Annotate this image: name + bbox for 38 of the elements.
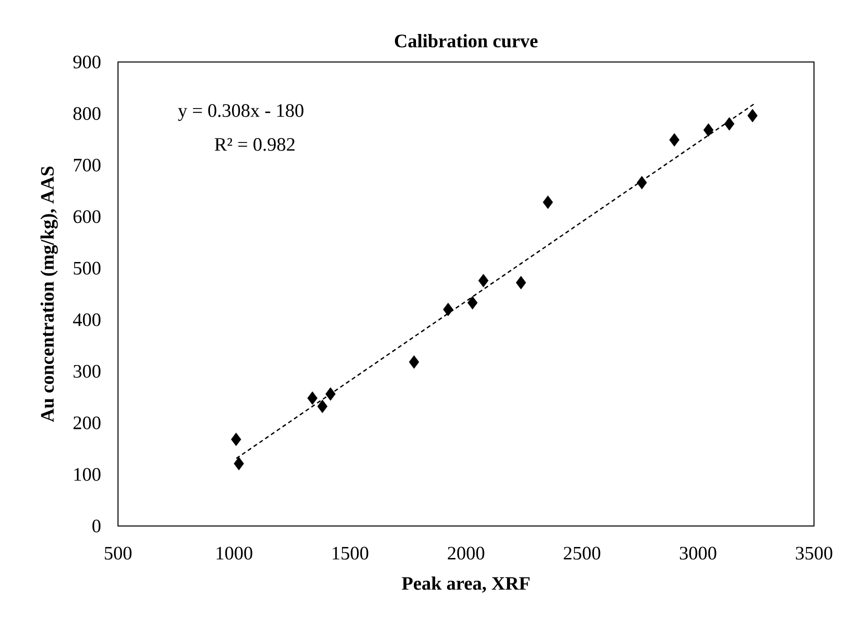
y-tick-label: 100: [74, 468, 100, 481]
y-tick-label: 700: [74, 158, 100, 172]
y-tick-label: 400: [73, 313, 100, 326]
y-tick-label: 800: [73, 107, 100, 120]
point: [467, 296, 478, 310]
x-tick-label: 1000: [216, 546, 252, 560]
point: [724, 117, 734, 131]
point: [636, 176, 647, 190]
x-axis-title: Peak area, XRF: [402, 576, 530, 593]
point: [231, 432, 242, 446]
y-tick-label: 300: [74, 364, 100, 378]
y-tick-label: 0: [92, 520, 100, 532]
chart-title: Calibration curve: [394, 34, 538, 48]
x-tick-label: 2500: [564, 546, 600, 560]
point: [669, 133, 680, 147]
point: [307, 391, 318, 405]
x-tick-label: 3500: [796, 546, 832, 560]
point: [542, 196, 553, 209]
x-tick-label: 1500: [332, 546, 368, 560]
point: [703, 123, 714, 137]
point: [478, 274, 488, 288]
y-tick-label: 500: [74, 262, 100, 275]
annotation: y = 0.308x - 180: [178, 104, 304, 121]
point: [408, 355, 420, 369]
point: [747, 108, 758, 122]
point: [443, 302, 454, 316]
point: [325, 387, 336, 401]
y-tick-label: 600: [74, 210, 100, 224]
x-tick-label: 500: [104, 546, 132, 560]
x-tick-label: 3000: [680, 546, 716, 560]
point: [317, 400, 328, 414]
y-tick-label: 900: [73, 56, 100, 68]
annotation: R² = 0.982: [214, 138, 295, 151]
y-axis-title: Au concentration (mg/kg), AAS: [40, 166, 58, 422]
point: [516, 276, 526, 290]
point: [234, 456, 244, 470]
x-tick-label: 2000: [448, 546, 484, 560]
y-tick-label: 200: [74, 416, 100, 430]
